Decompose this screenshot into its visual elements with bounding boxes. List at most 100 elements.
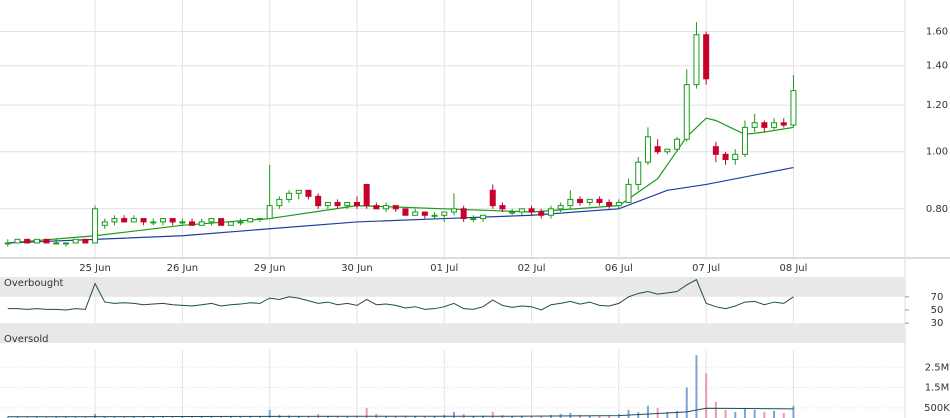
candle-body: [644, 136, 651, 163]
volume-bar: [268, 409, 271, 418]
x-tick-label: 25 Jun: [79, 263, 111, 274]
volume-bar: [346, 415, 349, 418]
candle-body: [761, 122, 768, 128]
volume-bar: [773, 410, 776, 418]
candle-body: [4, 242, 11, 245]
candle-body: [683, 84, 690, 140]
volume-bar: [258, 416, 261, 418]
candle-body: [208, 218, 215, 223]
candle-body: [392, 205, 399, 210]
oversold-band: [0, 323, 905, 343]
y-tick-label: 1.00: [926, 147, 948, 158]
candle-body: [528, 208, 535, 213]
volume-bar: [743, 407, 746, 418]
volume-bar: [142, 416, 145, 418]
volume-bar: [181, 416, 184, 418]
candle-body: [421, 211, 428, 216]
candle-body: [14, 238, 21, 244]
candle-body: [24, 238, 31, 244]
candle-body: [82, 238, 89, 244]
volume-bar: [132, 416, 135, 418]
volume-bar: [307, 416, 310, 418]
candle-body: [286, 192, 293, 200]
y-tick-label: 1.60: [926, 27, 948, 38]
candle-body: [218, 218, 225, 226]
volume-bar: [734, 411, 737, 418]
x-tick-label: 06 Jul: [605, 263, 633, 274]
candle-body: [480, 214, 487, 220]
volume-bar: [627, 409, 630, 418]
volume-bar: [55, 416, 58, 418]
candle-body: [518, 208, 525, 213]
volume-bar: [191, 416, 194, 418]
volume-bar: [511, 415, 514, 418]
candle-body: [470, 218, 477, 221]
candle-body: [276, 198, 283, 207]
candle-body: [499, 205, 506, 210]
candle-body: [33, 238, 40, 244]
rsi-line: [7, 278, 794, 311]
candle-body: [693, 34, 700, 86]
candle-body: [315, 195, 322, 207]
volume-bar: [249, 416, 252, 418]
candle-body: [72, 238, 79, 244]
volume-bar: [200, 416, 203, 418]
candle-body: [402, 208, 409, 216]
candle-body: [101, 221, 108, 226]
candle-body: [460, 208, 467, 220]
volume-bar: [404, 415, 407, 418]
candle-body: [305, 189, 312, 197]
candle-body: [140, 218, 147, 223]
candle-body: [344, 201, 351, 207]
volume-bar: [714, 401, 717, 418]
candle-body: [353, 201, 360, 207]
x-tick-label: 26 Jun: [167, 263, 199, 274]
candle-body: [111, 218, 118, 223]
y-tick-label: 1.40: [926, 61, 948, 72]
y-tick-label: 0.80: [926, 204, 948, 215]
volume-bar: [782, 412, 785, 418]
candle-body: [169, 218, 176, 223]
candle-body: [441, 211, 448, 216]
candle-body: [266, 205, 273, 220]
candle-body: [635, 161, 642, 185]
volume-bar: [94, 413, 97, 418]
volume-bar: [394, 416, 397, 418]
candle-body: [547, 208, 554, 216]
candle-body: [625, 183, 632, 203]
y-tick-label: 2.5M: [925, 362, 950, 373]
candle-body: [363, 183, 370, 207]
x-tick-label: 29 Jun: [254, 263, 286, 274]
candle-body: [247, 218, 254, 223]
volume-bar: [452, 411, 455, 418]
candle-body: [790, 90, 797, 126]
candle-body: [295, 189, 302, 194]
band-label: Overbought: [4, 278, 64, 289]
volume-bar: [588, 415, 591, 418]
moving-average: [7, 166, 794, 244]
volume-bar: [239, 416, 242, 418]
candle-body: [412, 211, 419, 216]
volume-bar: [520, 415, 523, 418]
candle-body: [538, 211, 545, 216]
y-tick-label: 500K: [924, 403, 950, 414]
x-tick-label: 30 Jun: [341, 263, 373, 274]
volume-bar: [385, 415, 388, 418]
volume-bar: [297, 415, 300, 418]
candle-body: [577, 198, 584, 203]
y-tick-label: 30: [931, 318, 944, 329]
volume-bar: [414, 416, 417, 418]
volume-bar: [326, 416, 329, 418]
volume-bar: [64, 416, 67, 418]
candle-body: [62, 242, 69, 245]
volume-bar: [724, 409, 727, 418]
volume-bar: [171, 416, 174, 418]
candle-body: [189, 221, 196, 226]
volume-bar: [705, 373, 708, 418]
volume-bar: [608, 414, 611, 418]
candle-body: [654, 146, 661, 153]
y-tick-label: 1.5M: [925, 383, 950, 394]
volume-bar: [161, 416, 164, 418]
volume-bar: [530, 415, 533, 418]
